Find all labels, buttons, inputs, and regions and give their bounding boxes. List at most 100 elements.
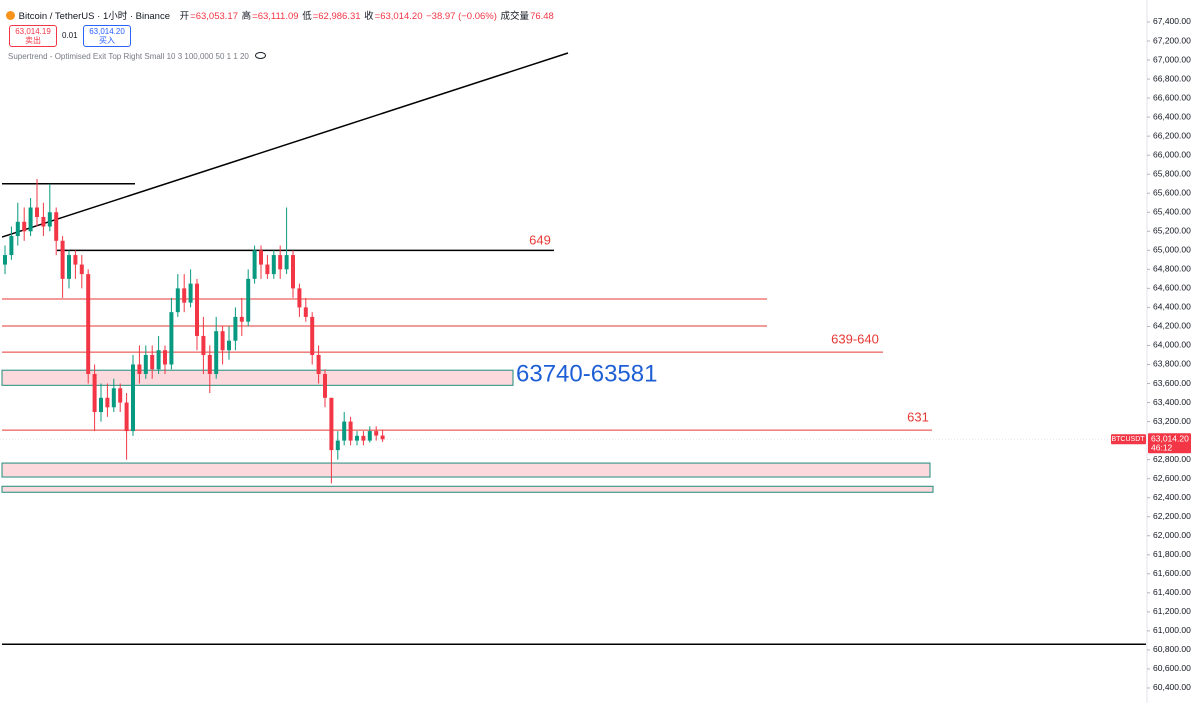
sell-button[interactable]: 63,014.19 卖出	[9, 25, 57, 47]
candle-body	[201, 335, 206, 355]
candle-body	[246, 278, 251, 322]
candle-body	[22, 221, 27, 232]
candle-body	[284, 255, 289, 270]
candle-body	[303, 307, 308, 317]
candle-body	[329, 397, 334, 451]
candle-body	[316, 354, 321, 375]
candle-body	[169, 312, 174, 365]
zone	[1, 369, 514, 386]
candle-body	[35, 207, 39, 218]
y-tick-label: 64,000.00	[1153, 340, 1191, 350]
y-tick-label: 66,800.00	[1153, 73, 1191, 83]
y-tick-label: 61,800.00	[1153, 549, 1191, 559]
y-tick-label: 67,000.00	[1153, 54, 1191, 64]
indicator-name: Supertrend - Optimised Exit Top Right Sm…	[8, 52, 249, 61]
indicator: Supertrend - Optimised Exit Top Right Sm…	[8, 52, 267, 61]
candle-body	[150, 354, 155, 370]
price-tag-text: 63,014.20	[1151, 433, 1189, 443]
y-tick-label: 61,000.00	[1153, 625, 1191, 635]
high-value: =63,111.09	[252, 11, 299, 22]
candle-body	[175, 288, 180, 313]
change-value: −38.97 (−0.06%)	[426, 11, 497, 22]
candle-body	[227, 340, 231, 351]
low-label: 低	[302, 11, 312, 22]
y-tick-label: 65,000.00	[1153, 245, 1191, 255]
y-tick-label: 63,200.00	[1153, 416, 1191, 426]
candle-body	[79, 264, 84, 275]
candle-body	[374, 431, 379, 436]
y-tick-label: 64,800.00	[1153, 264, 1191, 274]
close-value: =63,014.20	[374, 11, 423, 22]
candle-body	[47, 212, 52, 227]
y-tick-label: 61,400.00	[1153, 587, 1191, 597]
candle-body	[335, 440, 340, 451]
y-tick-label: 62,400.00	[1153, 492, 1191, 502]
candle-body	[361, 435, 366, 441]
candle-body	[233, 316, 238, 341]
candle-body	[380, 435, 385, 440]
y-tick-label: 67,200.00	[1153, 35, 1191, 45]
buy-label: 买入	[99, 36, 115, 45]
candle-body	[355, 435, 359, 441]
candle-body	[60, 240, 65, 279]
price-tag	[1148, 433, 1191, 454]
annotation: 639-640	[831, 331, 879, 346]
candle-body	[131, 364, 135, 432]
zone	[1, 485, 934, 493]
candle-body	[342, 421, 347, 441]
candle-body	[105, 397, 110, 408]
y-tick-label: 63,600.00	[1153, 378, 1191, 388]
low-value: =62,986.31	[312, 11, 361, 22]
header: Bitcoin / TetherUS · 1小时 · Binance 开=63,…	[6, 8, 555, 22]
high-label: 高	[241, 11, 252, 22]
candle-body	[207, 354, 212, 375]
candle-body	[41, 217, 46, 227]
candle-body	[137, 364, 142, 375]
y-tick-label: 65,200.00	[1153, 226, 1191, 236]
candle-body	[297, 288, 302, 308]
candle-body	[9, 236, 14, 256]
y-tick-label: 62,800.00	[1153, 454, 1191, 464]
y-tick-label: 65,800.00	[1153, 168, 1191, 178]
candle-body	[214, 331, 219, 375]
candle-body	[252, 250, 257, 279]
annotation: 63740-63581	[516, 360, 657, 387]
volume-value: 76.48	[530, 11, 554, 22]
candle-body	[163, 350, 167, 365]
y-tick-label: 62,600.00	[1153, 473, 1191, 483]
countdown-text: 46:12	[1151, 442, 1173, 452]
open-label: 开	[179, 11, 190, 22]
annotation: 631	[907, 409, 929, 424]
y-tick-label: 61,200.00	[1153, 606, 1191, 616]
volume-label: 成交量	[500, 11, 530, 22]
sell-price: 63,014.19	[15, 27, 51, 36]
y-tick-label: 65,600.00	[1153, 187, 1191, 197]
candle-body	[265, 264, 270, 275]
y-tick-label: 64,200.00	[1153, 321, 1191, 331]
y-tick-label: 63,800.00	[1153, 359, 1191, 369]
candle-body	[118, 388, 123, 403]
candle-body	[367, 431, 372, 441]
y-tick-label: 67,400.00	[1153, 16, 1191, 26]
eye-icon[interactable]	[255, 52, 267, 59]
candle-body	[239, 316, 244, 322]
y-tick-label: 63,400.00	[1153, 397, 1191, 407]
zone	[1, 462, 931, 478]
open-value: =63,053.17	[190, 11, 238, 22]
y-tick-label: 61,600.00	[1153, 568, 1191, 578]
buy-button[interactable]: 63,014.20 买入	[83, 25, 131, 47]
trend-line	[1, 52, 569, 238]
candle-body	[220, 331, 225, 351]
candle-body	[54, 212, 59, 241]
candle-body	[259, 250, 263, 265]
sell-label: 卖出	[25, 36, 41, 45]
candle-body	[195, 283, 199, 336]
candle-body	[67, 255, 71, 279]
candle-body	[143, 354, 148, 375]
y-tick-label: 64,400.00	[1153, 302, 1191, 312]
y-tick-label: 65,400.00	[1153, 207, 1191, 217]
candle-body	[291, 255, 295, 289]
candle-body	[188, 283, 193, 303]
